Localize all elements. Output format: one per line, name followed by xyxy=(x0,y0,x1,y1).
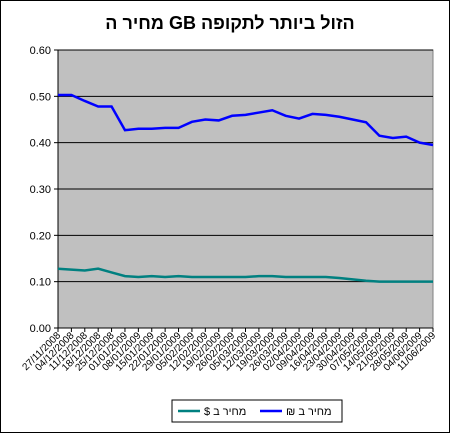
y-tick-label: 0.50 xyxy=(30,91,51,103)
y-tick-label: 0.40 xyxy=(30,138,51,150)
y-tick-label: 0.30 xyxy=(30,184,51,196)
y-tick-label: 0.20 xyxy=(30,230,51,242)
series-line xyxy=(58,93,434,147)
legend-box xyxy=(171,399,343,423)
y-tick-label: 0.00 xyxy=(30,323,51,335)
legend-label: מחיר ב ₪ xyxy=(286,406,332,418)
y-tick-label: 0.60 xyxy=(30,45,51,57)
chart-title: מחיר ה GB הזול ביותר לתקופה xyxy=(105,13,354,33)
series-line xyxy=(57,267,433,283)
y-tick-label: 0.10 xyxy=(30,277,51,289)
legend-label: מחיר ב $ xyxy=(204,406,246,418)
